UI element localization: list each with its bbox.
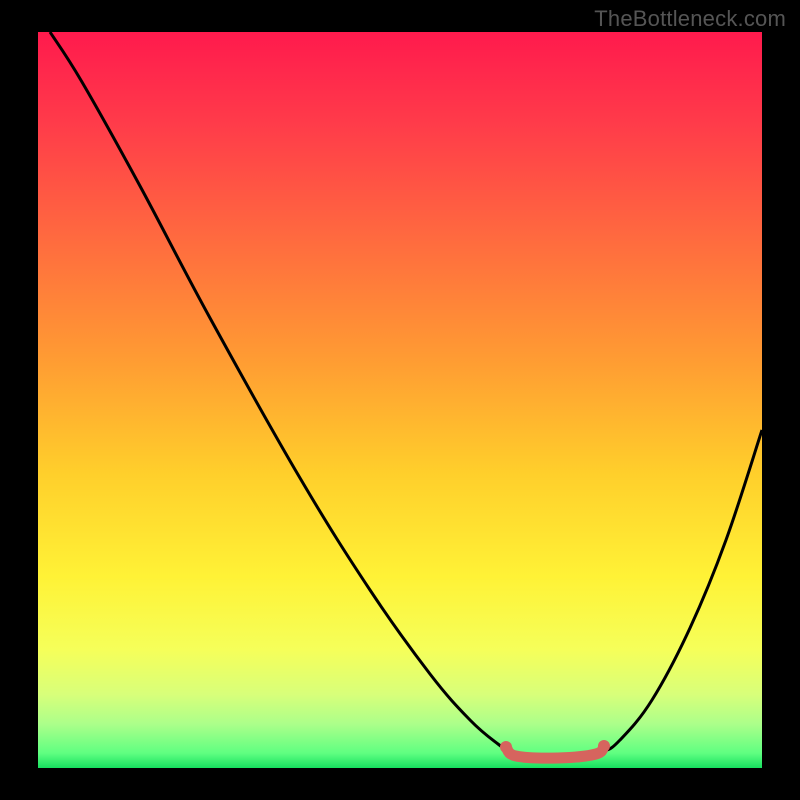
plot-background [38,32,762,768]
trough-dot-right [598,740,610,752]
chart-container: TheBottleneck.com [0,0,800,800]
trough-dot-left [500,741,512,753]
watermark-text: TheBottleneck.com [594,6,786,32]
bottleneck-chart [0,0,800,800]
